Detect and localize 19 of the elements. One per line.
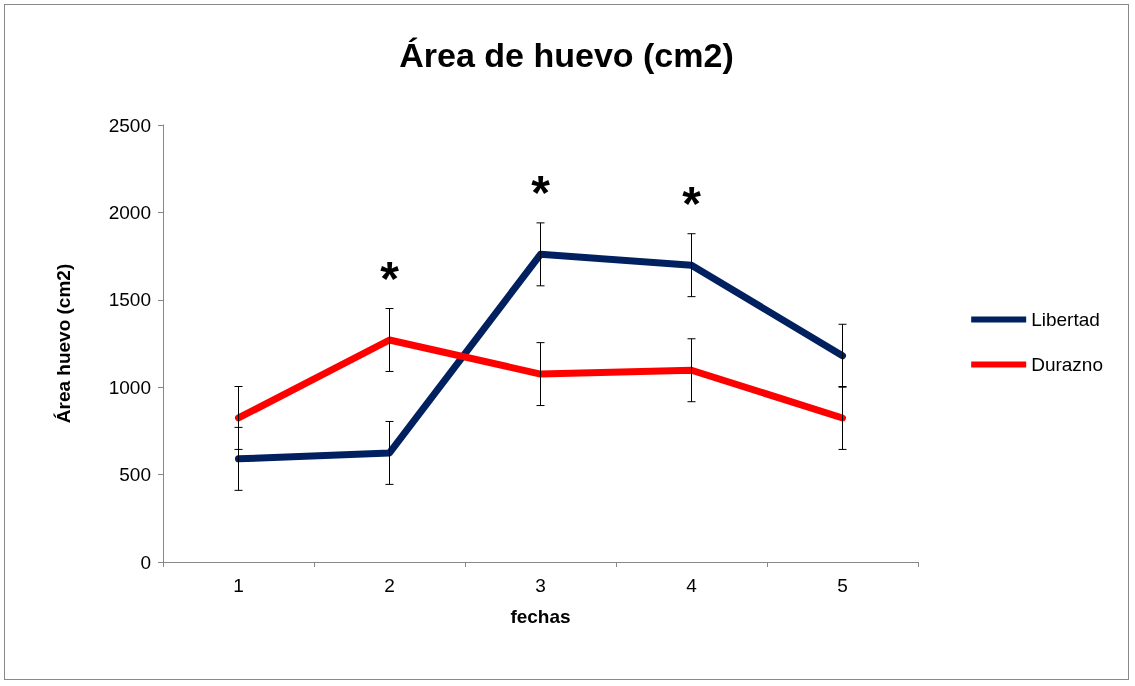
y-tick-label: 1500 (108, 289, 151, 311)
y-tick-label: 2500 (108, 114, 151, 136)
legend-label: Durazno (1031, 354, 1104, 375)
annotation: * (531, 166, 551, 220)
y-tick-label: 1000 (108, 376, 151, 398)
annotation: * (380, 252, 400, 306)
chart-title: Área de huevo (cm2) (399, 36, 734, 74)
x-tick-label: 2 (384, 575, 395, 596)
legend-label: Libertad (1031, 309, 1100, 330)
x-tick-label: 5 (837, 575, 848, 596)
x-tick-label: 3 (535, 575, 546, 596)
annotation: * (682, 177, 702, 231)
x-tick-label: 1 (233, 575, 244, 596)
y-tick-label: 500 (119, 464, 151, 486)
y-tick-label: 2000 (108, 201, 151, 223)
y-tick-label: 0 (140, 551, 151, 573)
x-tick-label: 4 (686, 575, 698, 596)
x-axis-title: fechas (510, 606, 571, 627)
y-axis-title: Área huevo (cm2) (53, 263, 74, 424)
